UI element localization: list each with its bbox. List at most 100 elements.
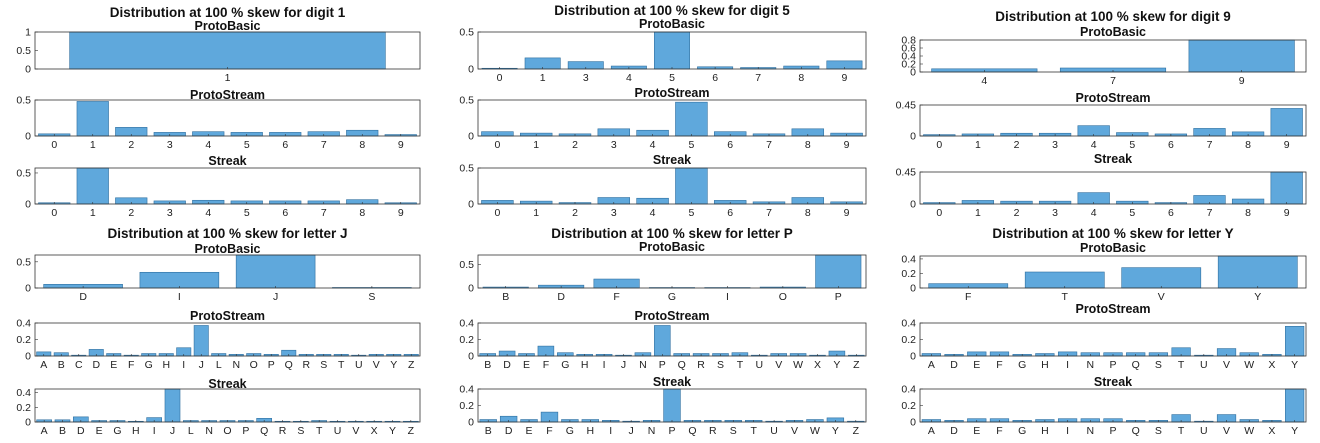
x-tick-label: 9	[1284, 207, 1290, 219]
x-tick-label: 5	[688, 207, 694, 219]
x-tick-label: W	[810, 425, 820, 437]
y-tick-label: 0	[25, 351, 31, 363]
y-tick-label: 0	[25, 417, 31, 429]
x-tick-label: 8	[805, 207, 811, 219]
x-tick-label: P	[1109, 359, 1116, 371]
y-tick-label: 0.2	[16, 402, 31, 414]
x-tick-label: 2	[1014, 207, 1020, 219]
bar	[815, 254, 862, 289]
x-tick-label: 1	[975, 139, 981, 151]
group-title: Distribution at 100 % skew for letter Y	[992, 226, 1233, 241]
x-tick-label: S	[730, 425, 737, 437]
x-tick-label: S	[1155, 425, 1162, 437]
x-tick-label: F	[546, 425, 552, 437]
x-tick-label: 0	[494, 207, 500, 219]
x-tick-label: 7	[755, 72, 761, 84]
x-tick-label: E	[973, 425, 980, 437]
x-tick-label: 0	[494, 139, 500, 151]
x-tick-label: 8	[1245, 139, 1251, 151]
x-tick-label: S	[297, 425, 304, 437]
bar	[1285, 325, 1305, 357]
x-tick-label: A	[40, 359, 47, 371]
x-tick-label: 9	[1239, 75, 1245, 87]
x-tick-label: P	[668, 425, 675, 437]
x-tick-label: Q	[1132, 425, 1140, 437]
bar	[235, 254, 316, 289]
axes-frame	[34, 388, 421, 423]
axes-frame	[919, 322, 1307, 357]
x-tick-label: Q	[688, 425, 696, 437]
axes-frame	[919, 104, 1307, 137]
x-tick-label: V	[1223, 425, 1230, 437]
x-tick-label: 3	[1052, 207, 1058, 219]
x-tick-label: 8	[1245, 207, 1251, 219]
x-tick-label: 3	[1052, 139, 1058, 151]
panel-title: ProtoStream	[190, 88, 265, 102]
panel-title: Streak	[653, 375, 691, 389]
x-tick-label: Q	[260, 425, 268, 437]
x-tick-label: 1	[90, 207, 96, 219]
y-tick-label: 0.4	[901, 51, 916, 63]
panel-title: Streak	[1094, 375, 1132, 389]
axes-frame	[34, 167, 421, 205]
panel-title: Streak	[653, 153, 691, 167]
x-tick-label: I	[1066, 425, 1069, 437]
y-tick-label: 0.4	[459, 384, 474, 396]
axes-frame	[477, 322, 867, 357]
y-tick-label: 0.2	[16, 334, 31, 346]
group-title: Distribution at 100 % skew for letter J	[107, 226, 347, 241]
axes-frame	[919, 171, 1307, 205]
x-tick-label: F	[996, 425, 1002, 437]
x-tick-label: D	[950, 425, 958, 437]
x-tick-label: E	[96, 425, 103, 437]
panel-title: ProtoStream	[1075, 302, 1150, 316]
x-tick-label: B	[58, 359, 65, 371]
panel-title: ProtoBasic	[1080, 241, 1146, 255]
panel-title: Streak	[1094, 152, 1132, 166]
x-tick-label: 2	[1014, 139, 1020, 151]
x-tick-label: 4	[650, 207, 656, 219]
x-tick-label: U	[756, 359, 764, 371]
axes-frame	[477, 31, 867, 70]
bar	[69, 31, 386, 70]
y-tick-label: 0.2	[901, 59, 916, 71]
y-tick-label: 0	[468, 351, 474, 363]
x-tick-label: C	[75, 359, 83, 371]
x-tick-label: T	[737, 359, 744, 371]
x-tick-label: 3	[611, 207, 617, 219]
x-tick-label: I	[178, 291, 181, 303]
x-tick-label: D	[77, 425, 85, 437]
x-tick-label: 2	[128, 207, 134, 219]
x-tick-label: D	[92, 359, 100, 371]
panel-title: Streak	[208, 377, 246, 391]
x-tick-label: X	[814, 359, 821, 371]
x-tick-label: G	[1018, 359, 1026, 371]
x-tick-label: N	[1086, 359, 1094, 371]
x-tick-label: H	[587, 425, 595, 437]
x-tick-label: 2	[128, 139, 134, 151]
x-tick-label: Y	[1291, 359, 1298, 371]
x-tick-label: I	[182, 359, 185, 371]
panel-title: ProtoBasic	[1080, 25, 1146, 39]
x-tick-label: T	[1178, 359, 1185, 371]
y-tick-label: 0.5	[16, 256, 31, 268]
axes-frame	[34, 254, 421, 289]
x-tick-label: X	[371, 425, 378, 437]
x-tick-label: G	[566, 425, 574, 437]
y-tick-label: 0.5	[16, 95, 31, 107]
x-tick-label: 5	[244, 139, 250, 151]
x-tick-label: V	[1223, 359, 1230, 371]
x-tick-label: U	[1200, 425, 1208, 437]
x-tick-label: 9	[842, 72, 848, 84]
x-tick-label: 9	[398, 207, 404, 219]
x-tick-label: T	[338, 359, 345, 371]
x-tick-label: F	[128, 359, 134, 371]
y-tick-label: 0	[468, 283, 474, 295]
x-tick-label: T	[1178, 425, 1185, 437]
y-tick-label: 0.5	[459, 27, 474, 39]
x-tick-label: R	[709, 425, 717, 437]
x-tick-label: 7	[321, 139, 327, 151]
y-tick-label: 1	[25, 27, 31, 39]
x-tick-label: H	[162, 359, 170, 371]
axes-frame	[477, 167, 867, 205]
